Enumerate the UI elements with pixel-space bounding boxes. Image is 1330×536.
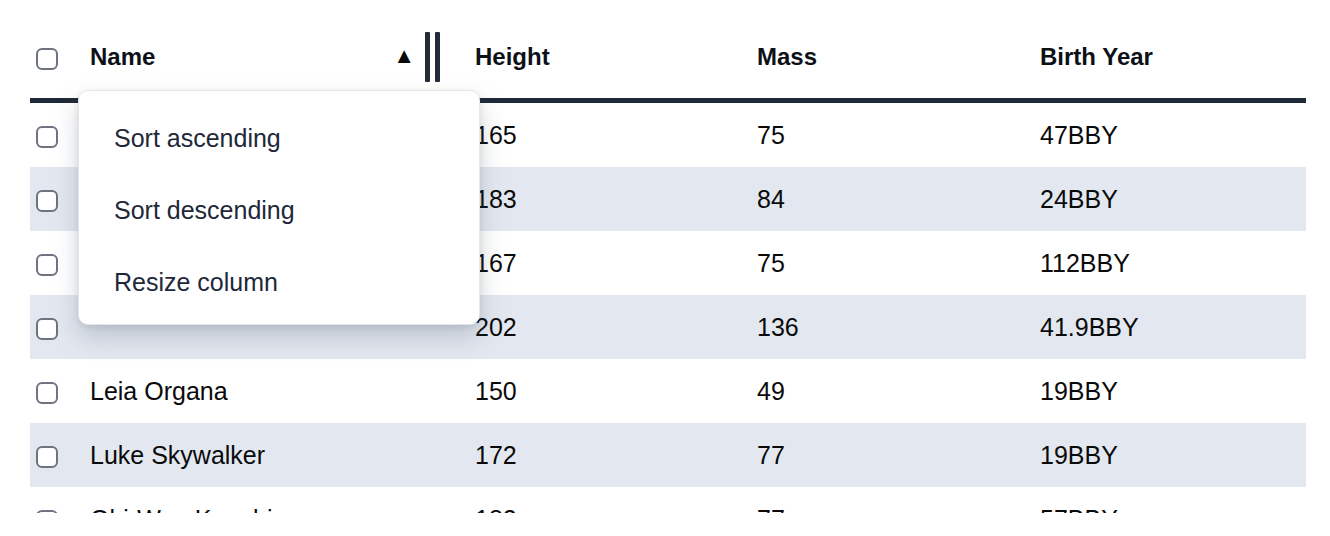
cell-name: Leia Organa [90,359,475,423]
cell-height: 165 [475,101,757,168]
row-checkbox[interactable] [36,382,58,404]
table-row[interactable]: Leia Organa 150 49 19BBY [30,359,1306,423]
cell-mass: 75 [757,101,1040,168]
row-checkbox[interactable] [36,318,58,340]
cell-mass: 84 [757,167,1040,231]
cell-height: 183 [475,167,757,231]
row-checkbox[interactable] [36,254,58,276]
menu-item-sort-descending[interactable]: Sort descending [79,174,479,246]
sort-ascending-icon: ▲ [393,45,415,67]
row-checkbox-cell [30,359,90,423]
header-row: Name ▲ Height Mass Birth Year [30,0,1306,101]
row-checkbox[interactable] [36,126,58,148]
column-header-height[interactable]: Height [475,0,757,101]
cell-birth-year: 112BBY [1040,231,1306,295]
cell-mass: 136 [757,295,1040,359]
cell-name: Luke Skywalker [90,423,475,487]
cell-height: 182 [475,487,757,513]
cell-birth-year: 19BBY [1040,359,1306,423]
cell-name: Obi-Wan Kenobi [90,487,475,513]
cell-mass: 77 [757,487,1040,513]
menu-item-sort-ascending[interactable]: Sort ascending [79,102,479,174]
cell-birth-year: 24BBY [1040,167,1306,231]
row-checkbox-cell [30,423,90,487]
row-checkbox[interactable] [36,190,58,212]
column-resize-handle[interactable] [425,32,440,82]
column-label-name: Name [90,43,393,71]
column-header-mass[interactable]: Mass [757,0,1040,101]
cell-birth-year: 47BBY [1040,101,1306,168]
table-row[interactable]: Luke Skywalker 172 77 19BBY [30,423,1306,487]
row-checkbox[interactable] [36,510,58,513]
cell-birth-year: 57BBY [1040,487,1306,513]
cell-height: 202 [475,295,757,359]
table-row[interactable]: Obi-Wan Kenobi 182 77 57BBY [30,487,1306,513]
cell-mass: 77 [757,423,1040,487]
cell-mass: 49 [757,359,1040,423]
row-checkbox[interactable] [36,446,58,468]
cell-birth-year: 41.9BBY [1040,295,1306,359]
cell-height: 150 [475,359,757,423]
header-checkbox-cell [30,0,90,101]
menu-item-resize-column[interactable]: Resize column [79,246,479,318]
cell-birth-year: 19BBY [1040,423,1306,487]
cell-height: 172 [475,423,757,487]
select-all-checkbox[interactable] [36,48,58,70]
column-header-birth-year[interactable]: Birth Year [1040,0,1306,101]
column-header-name[interactable]: Name ▲ [90,0,475,101]
row-checkbox-cell [30,487,90,513]
column-context-menu: Sort ascending Sort descending Resize co… [78,90,480,325]
cell-height: 167 [475,231,757,295]
cell-mass: 75 [757,231,1040,295]
